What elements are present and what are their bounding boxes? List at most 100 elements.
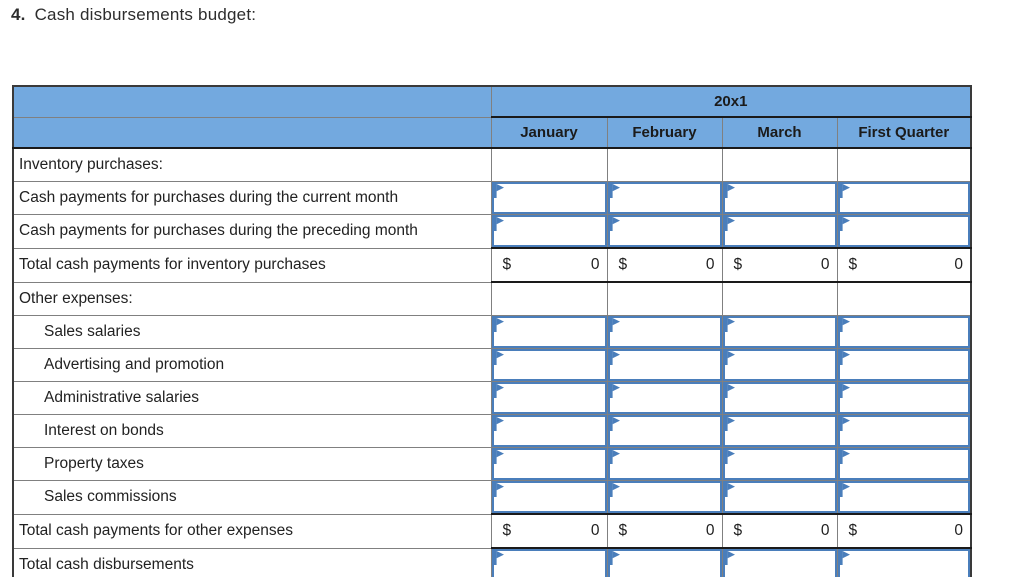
amount-input[interactable] xyxy=(492,549,606,577)
amount-input[interactable] xyxy=(838,349,970,381)
amount-input[interactable] xyxy=(838,549,970,577)
header-corner-cell xyxy=(12,85,492,118)
row-label: Interest on bonds xyxy=(12,414,492,448)
amount-cell xyxy=(490,214,608,249)
table-row: Total cash payments for other expenses $0… xyxy=(12,513,972,549)
amount-cell xyxy=(606,315,723,349)
column-header-january: January xyxy=(490,116,608,149)
amount-cell xyxy=(721,447,838,481)
amount-input[interactable] xyxy=(723,448,836,480)
amount-cell xyxy=(721,315,838,349)
amount-input[interactable] xyxy=(723,349,836,381)
currency-symbol: $ xyxy=(848,522,858,539)
row-label: Sales salaries xyxy=(12,315,492,349)
amount-value: 0 xyxy=(820,256,830,273)
amount-cell xyxy=(836,447,972,481)
row-label: Advertising and promotion xyxy=(12,348,492,382)
amount-cell xyxy=(606,480,723,515)
total-value-cell: $0 xyxy=(606,247,723,283)
amount-input[interactable] xyxy=(838,481,970,513)
row-label: Cash payments for purchases during the p… xyxy=(12,214,492,249)
flag-icon xyxy=(839,551,850,565)
flag-icon xyxy=(609,351,620,365)
amount-cell xyxy=(490,315,608,349)
header-corner-cell-2 xyxy=(12,116,492,149)
page-title: 4. Cash disbursements budget: xyxy=(11,5,256,25)
amount-input[interactable] xyxy=(492,349,606,381)
flag-icon xyxy=(493,184,504,198)
amount-input[interactable] xyxy=(492,215,606,247)
flag-icon xyxy=(724,384,735,398)
amount-input[interactable] xyxy=(608,349,721,381)
amount-input[interactable] xyxy=(838,182,970,214)
amount-cell xyxy=(606,447,723,481)
amount-input[interactable] xyxy=(838,316,970,348)
amount-input[interactable] xyxy=(838,215,970,247)
amount-input[interactable] xyxy=(492,415,606,447)
amount-input[interactable] xyxy=(492,382,606,414)
flag-icon xyxy=(493,217,504,231)
amount-input[interactable] xyxy=(723,549,836,577)
flag-icon xyxy=(839,450,850,464)
amount-input[interactable] xyxy=(608,316,721,348)
amount-value: 0 xyxy=(820,522,830,539)
amount-cell xyxy=(490,348,608,382)
amount-input[interactable] xyxy=(723,215,836,247)
table-row: Inventory purchases: xyxy=(12,147,972,182)
amount-input[interactable] xyxy=(723,182,836,214)
amount-input[interactable] xyxy=(608,415,721,447)
amount-input[interactable] xyxy=(608,182,721,214)
amount-input[interactable] xyxy=(838,382,970,414)
table-row: Sales commissions xyxy=(12,480,972,515)
amount-cell xyxy=(490,447,608,481)
amount-cell xyxy=(721,381,838,415)
year-header-row: 20x1 xyxy=(12,85,972,118)
amount-value: 0 xyxy=(590,522,600,539)
amount-input[interactable] xyxy=(608,448,721,480)
amount-cell xyxy=(606,547,723,577)
amount-input[interactable] xyxy=(492,316,606,348)
table-row: Advertising and promotion xyxy=(12,348,972,382)
amount-input[interactable] xyxy=(723,316,836,348)
amount-input[interactable] xyxy=(608,549,721,577)
flag-icon xyxy=(839,351,850,365)
currency-symbol: $ xyxy=(502,256,512,273)
column-header-march: March xyxy=(721,116,838,149)
amount-input[interactable] xyxy=(608,215,721,247)
flag-icon xyxy=(839,483,850,497)
empty-cell xyxy=(490,281,608,316)
flag-icon xyxy=(839,384,850,398)
empty-cell xyxy=(606,147,723,182)
total-value-cell: $0 xyxy=(721,247,838,283)
flag-icon xyxy=(609,384,620,398)
amount-input[interactable] xyxy=(492,481,606,513)
currency-symbol: $ xyxy=(618,522,628,539)
amount-input[interactable] xyxy=(723,415,836,447)
amount-input[interactable] xyxy=(492,448,606,480)
currency-symbol: $ xyxy=(733,256,743,273)
flag-icon xyxy=(609,483,620,497)
amount-input[interactable] xyxy=(608,382,721,414)
amount-input[interactable] xyxy=(838,415,970,447)
flag-icon xyxy=(839,417,850,431)
flag-icon xyxy=(724,450,735,464)
amount-cell xyxy=(836,315,972,349)
amount-input[interactable] xyxy=(723,382,836,414)
flag-icon xyxy=(724,217,735,231)
table-row: Cash payments for purchases during the c… xyxy=(12,181,972,215)
row-label: Administrative salaries xyxy=(12,381,492,415)
amount-input[interactable] xyxy=(492,182,606,214)
amount-input[interactable] xyxy=(838,448,970,480)
amount-input[interactable] xyxy=(608,481,721,513)
flag-icon xyxy=(493,351,504,365)
amount-cell xyxy=(836,480,972,515)
title-text: Cash disbursements budget: xyxy=(34,5,257,24)
amount-input[interactable] xyxy=(723,481,836,513)
amount-cell xyxy=(490,381,608,415)
flag-icon xyxy=(839,318,850,332)
flag-icon xyxy=(609,318,620,332)
amount-cell xyxy=(836,214,972,249)
flag-icon xyxy=(724,417,735,431)
amount-value: 0 xyxy=(705,522,715,539)
currency-symbol: $ xyxy=(502,522,512,539)
